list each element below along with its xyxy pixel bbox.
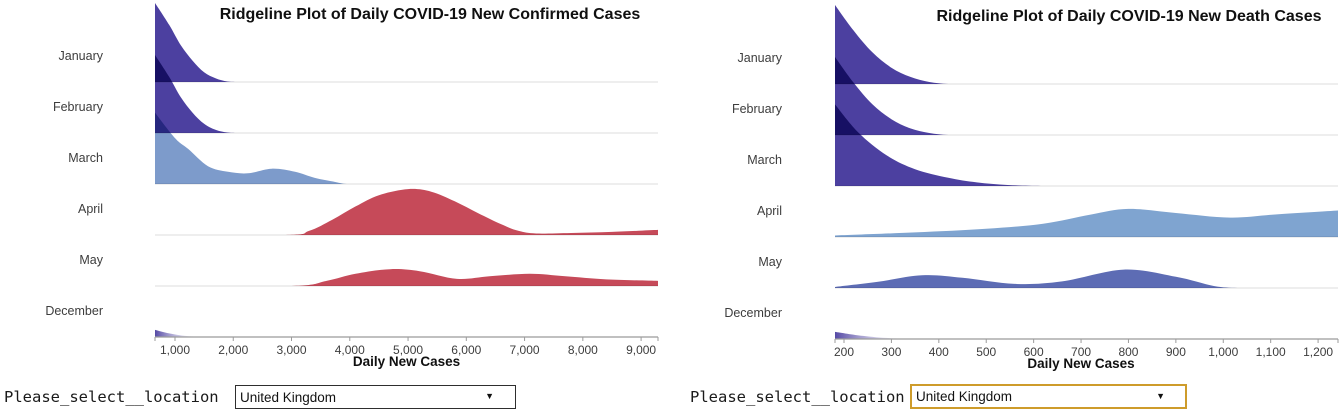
confirmed-x-axis-title: Daily New Cases xyxy=(352,354,461,369)
tick-label: 1,000 xyxy=(1208,345,1239,359)
ridge-december xyxy=(155,329,210,337)
ridge-january xyxy=(835,4,1338,85)
ridge-january xyxy=(155,2,658,83)
tick-label: 9,000 xyxy=(626,343,657,357)
ridge-march xyxy=(835,104,1338,186)
confirmed-location-select-label: Please_select__location xyxy=(4,388,219,406)
month-label-march: March xyxy=(747,153,782,167)
tick-label: 3,000 xyxy=(276,343,307,357)
ridge-april xyxy=(835,208,1338,237)
ridge-may xyxy=(155,269,658,286)
tick-label: 2,000 xyxy=(218,343,249,357)
month-label-april: April xyxy=(77,202,103,216)
tick-label: 900 xyxy=(1165,345,1186,359)
tick-label: 300 xyxy=(881,345,902,359)
tick-label: 700 xyxy=(1071,345,1092,359)
ridge-march xyxy=(155,112,658,184)
tick-label: 1,200 xyxy=(1303,345,1334,359)
confirmed-location-select-wrap: United Kingdom ▼ xyxy=(235,385,516,409)
tick-label: 1,000 xyxy=(159,343,190,357)
tick-label: 5,000 xyxy=(393,343,424,357)
month-label-february: February xyxy=(731,102,782,116)
month-label-may: May xyxy=(758,255,782,269)
death-x-axis-title: Daily New Cases xyxy=(1027,356,1135,371)
ridge-december xyxy=(835,331,930,339)
month-label-april: April xyxy=(756,204,782,218)
month-label-january: January xyxy=(58,49,103,63)
tick-label: 7,000 xyxy=(509,343,540,357)
tick-label: 600 xyxy=(1023,345,1044,359)
confirmed-location-select[interactable]: United Kingdom xyxy=(235,385,516,409)
tick-label: 500 xyxy=(976,345,997,359)
death-location-select-wrap: United Kingdom ▼ xyxy=(910,384,1187,409)
tick-label: 200 xyxy=(833,345,855,359)
tick-label: 6,000 xyxy=(451,343,482,357)
month-label-may: May xyxy=(79,253,103,267)
month-label-february: February xyxy=(52,100,103,114)
month-label-january: January xyxy=(737,51,782,65)
tick-label: 1,100 xyxy=(1255,345,1286,359)
ridge-february xyxy=(155,54,658,133)
tick-label: 8,000 xyxy=(567,343,598,357)
tick-label: 800 xyxy=(1118,345,1139,359)
month-label-december: December xyxy=(45,304,103,318)
ridge-may xyxy=(835,269,1338,288)
death-location-select-label: Please_select__location xyxy=(690,388,905,406)
death-location-select[interactable]: United Kingdom xyxy=(910,384,1187,409)
tick-label: 4,000 xyxy=(334,343,365,357)
death-chart-title: Ridgeline Plot of Daily COVID-19 New Dea… xyxy=(936,8,1322,25)
ridge-february xyxy=(835,56,1338,135)
month-label-december: December xyxy=(724,306,782,320)
ridge-april xyxy=(155,188,658,235)
month-label-march: March xyxy=(68,151,103,165)
tick-label: 400 xyxy=(928,345,949,359)
confirmed-chart-title: Ridgeline Plot of Daily COVID-19 New Con… xyxy=(219,6,641,23)
